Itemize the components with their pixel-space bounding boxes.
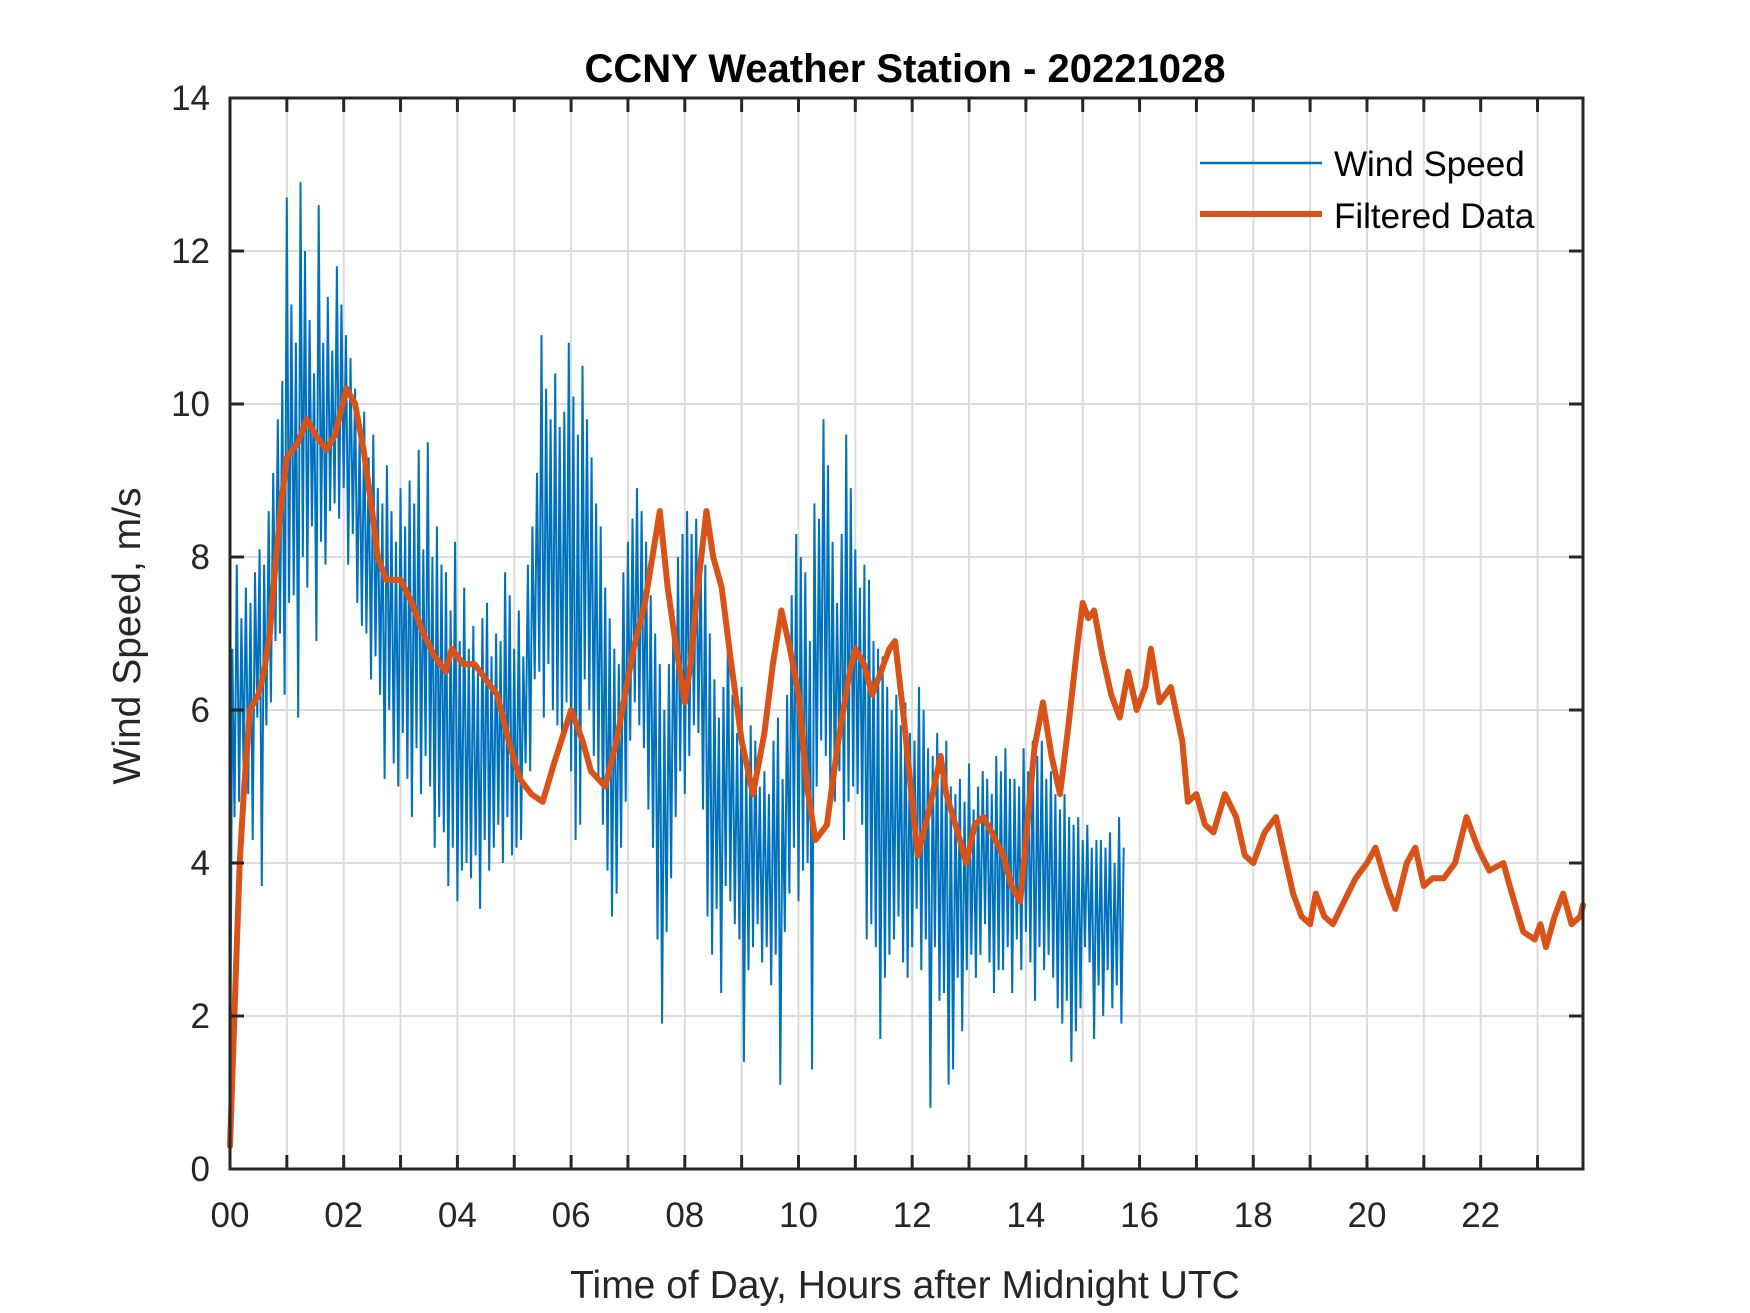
x-tick-label: 20	[1348, 1196, 1387, 1235]
x-tick-label: 16	[1120, 1196, 1159, 1235]
legend-label-filtered-data: Filtered Data	[1334, 197, 1535, 236]
y-tick-label: 14	[171, 79, 210, 118]
y-tick-label: 2	[191, 997, 210, 1036]
x-tick-label: 02	[324, 1196, 363, 1235]
series-line-wind-speed	[229, 182, 1125, 1147]
x-tick-label: 00	[211, 1196, 250, 1235]
y-tick-label: 8	[191, 538, 210, 577]
chart-title: CCNY Weather Station - 20221028	[585, 47, 1226, 91]
y-tick-label: 4	[191, 844, 210, 883]
x-tick-label: 18	[1234, 1196, 1273, 1235]
axes-frame	[228, 96, 1585, 1171]
x-tick-label: 22	[1461, 1196, 1500, 1235]
x-tick-label: 04	[438, 1196, 477, 1235]
series-layer	[227, 182, 1586, 1149]
x-tick-label: 12	[893, 1196, 932, 1235]
x-tick-label: 10	[779, 1196, 818, 1235]
series-line-filtered-data	[227, 385, 1586, 1149]
y-tick-label: 6	[191, 691, 210, 730]
x-tick-labels: 00 02 04 06 08 10 12 14 16 18 20 22	[211, 1196, 1501, 1235]
x-tick-label: 14	[1006, 1196, 1045, 1235]
y-tick-labels: 0 2 4 6 8 10 12 14	[171, 79, 210, 1189]
y-axis-label: Wind Speed, m/s	[106, 488, 149, 785]
y-tick-label: 0	[191, 1150, 210, 1189]
legend-label-wind-speed: Wind Speed	[1334, 145, 1525, 184]
axis-ticks	[230, 96, 1583, 1171]
y-tick-label: 10	[171, 385, 210, 424]
axes-box	[228, 96, 1585, 1171]
y-tick-label: 12	[171, 232, 210, 271]
x-axis-label: Time of Day, Hours after Midnight UTC	[570, 1264, 1240, 1307]
x-tick-label: 08	[665, 1196, 704, 1235]
legend: Wind Speed Filtered Data	[1200, 145, 1535, 236]
x-tick-label: 06	[552, 1196, 591, 1235]
